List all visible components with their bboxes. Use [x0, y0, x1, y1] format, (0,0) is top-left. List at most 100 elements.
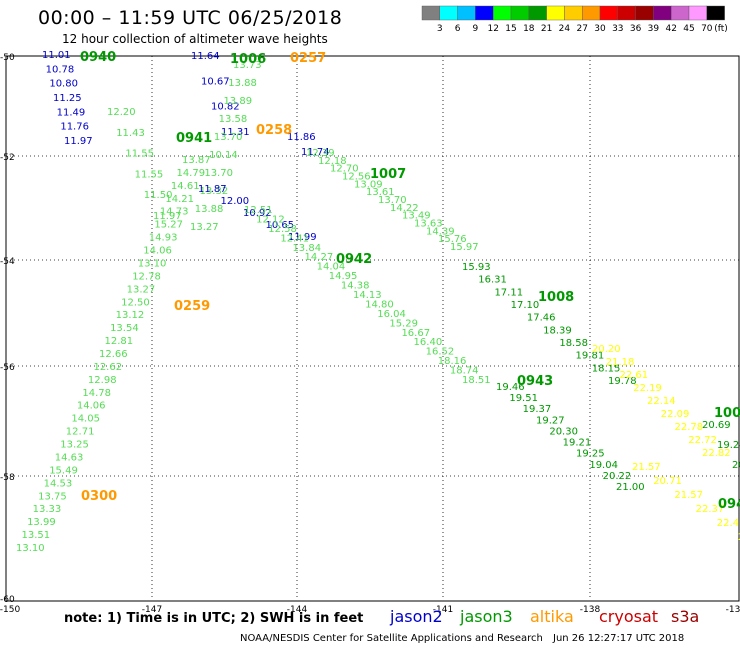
wave-height-value: 14.61: [171, 181, 200, 192]
pass-time-label: 0941: [176, 131, 212, 146]
wave-height-value: 11.43: [116, 128, 145, 139]
wave-height-value: 12.39: [306, 148, 335, 159]
wave-height-value: 11.55: [125, 149, 154, 160]
wave-height-value: 13.33: [33, 504, 62, 515]
pass-time-label: 1007: [370, 167, 406, 182]
wave-height-value: 13.70: [214, 132, 243, 143]
wave-height-value: 14.04: [317, 262, 346, 273]
wave-height-value: 20.69: [702, 420, 731, 431]
longitude-label: -13: [726, 605, 740, 615]
wave-height-value: 13.10: [138, 258, 167, 269]
wave-height-value: 13.99: [27, 517, 56, 528]
wave-height-value: 14.13: [353, 290, 382, 301]
wave-height-value: 20.71: [653, 476, 682, 487]
colorbar-swatch: [688, 5, 707, 21]
colorbar-swatch: [671, 5, 690, 21]
wave-height-value: 12.62: [93, 362, 122, 373]
wave-height-value: 11.86: [287, 132, 316, 143]
longitude-label: -147: [142, 605, 162, 615]
latitude-label: -54: [0, 257, 15, 267]
wave-height-value: 19.27: [536, 415, 565, 426]
wave-height-value: 18.74: [450, 366, 479, 377]
colorbar-swatch: [635, 5, 654, 21]
wave-height-value: 14.06: [77, 401, 106, 412]
wave-height-value: 11.49: [57, 107, 86, 118]
colorbar-swatch: [706, 5, 725, 21]
pass-time-label: 0259: [174, 299, 210, 314]
wave-height-value: 16.31: [478, 275, 507, 286]
wave-height-value: 13.84: [292, 243, 321, 254]
wave-height-value: 12.71: [66, 427, 95, 438]
wave-height-value: 12.20: [107, 107, 136, 118]
colorbar-tick-label: 24: [559, 24, 571, 34]
wave-height-value: 12.00: [221, 196, 250, 207]
wave-height-value: 19.37: [523, 404, 552, 415]
legend-jason3: jason3: [460, 607, 513, 626]
colorbar-swatch: [528, 5, 547, 21]
wave-height-value: 13.70: [378, 195, 407, 206]
wave-height-value: 14.80: [365, 299, 394, 310]
wave-height-value: 11.31: [221, 127, 250, 138]
lat-lon-grid: [6, 56, 740, 600]
wave-height-value: 14.22: [390, 203, 419, 214]
wave-height-value: 17.10: [511, 300, 540, 311]
wave-height-value: 18.39: [543, 325, 572, 336]
wave-height-value: 13.54: [110, 323, 139, 334]
colorbar-tick-label: 18: [523, 24, 535, 34]
wave-height-value: 16.67: [401, 328, 430, 339]
wave-height-value: 15.49: [49, 465, 78, 476]
colorbar-tick-label: 12: [487, 24, 498, 34]
wave-height-value: 20.30: [549, 426, 578, 437]
pass-time-label: 0943: [517, 374, 553, 389]
wave-height-value: 14.05: [71, 414, 100, 425]
wave-height-value: 12.81: [105, 336, 134, 347]
colorbar-swatch: [439, 5, 458, 21]
pass-time-label: 0942: [336, 252, 372, 267]
latitude-label: -50: [0, 53, 15, 63]
latitude-label: -52: [0, 153, 15, 163]
wave-height-value: 12.56: [342, 172, 371, 183]
wave-height-value: 17.46: [527, 313, 556, 324]
legend-altika: altika: [530, 607, 574, 626]
colorbar-swatch: [564, 5, 583, 21]
wave-height-value: 18.16: [438, 356, 467, 367]
wave-height-value: 13.32: [200, 186, 229, 197]
colorbar-tick-label: 27: [576, 24, 587, 34]
colorbar-tick-label: 6: [455, 24, 461, 34]
wave-height-value: 15.76: [438, 234, 467, 245]
map-border: [5, 55, 740, 602]
pass-time-label: 100: [714, 406, 740, 421]
pass-time-label: 0258: [256, 123, 292, 138]
wave-height-value: 11.55: [135, 169, 164, 180]
wave-height-value: 14.63: [55, 452, 84, 463]
wave-height-value: 13.70: [204, 168, 233, 179]
pass-time-label: 1006: [230, 52, 266, 67]
wave-height-value: 13.73: [233, 60, 262, 71]
wave-height-value: 19.46: [496, 382, 525, 393]
wave-height-value: 13.61: [366, 187, 395, 198]
wave-height-value: 22.82: [702, 448, 731, 459]
wave-height-value: 11.97: [153, 211, 182, 222]
wave-height-value: 13.87: [182, 155, 211, 166]
altimeter-tracks: 11.01 10.78 10.80 11.25 11.49 11.76 11.97 12.20…: [16, 50, 740, 554]
wave-height-value: 11.50: [144, 190, 173, 201]
wave-height-value: 14.27: [305, 252, 334, 263]
colorbar-swatch: [510, 5, 529, 21]
wave-height-value: 11.99: [288, 232, 317, 243]
wave-height-value: 22.78: [675, 422, 704, 433]
wave-height-value: 14.93: [149, 233, 178, 244]
wave-height-value: 12.50: [121, 297, 150, 308]
wave-height-value: 22.09: [661, 409, 690, 420]
latitude-label: -60: [0, 595, 15, 605]
colorbar-swatch: [582, 5, 601, 21]
colorbar-swatch: [617, 5, 636, 21]
colorbar-tick-label: 39: [648, 24, 660, 34]
map-title: 00:00 – 11:59 UTC 06/25/2018: [38, 7, 343, 29]
wave-height-value: 10.82: [211, 102, 240, 113]
wave-height-value: 10.78: [46, 64, 75, 75]
wave-height-value: 19.21: [563, 438, 592, 449]
colorbar-tick-label: 21: [541, 24, 552, 34]
wave-height-value: 15.29: [389, 318, 418, 329]
wave-height-value: 13.51: [22, 530, 51, 541]
